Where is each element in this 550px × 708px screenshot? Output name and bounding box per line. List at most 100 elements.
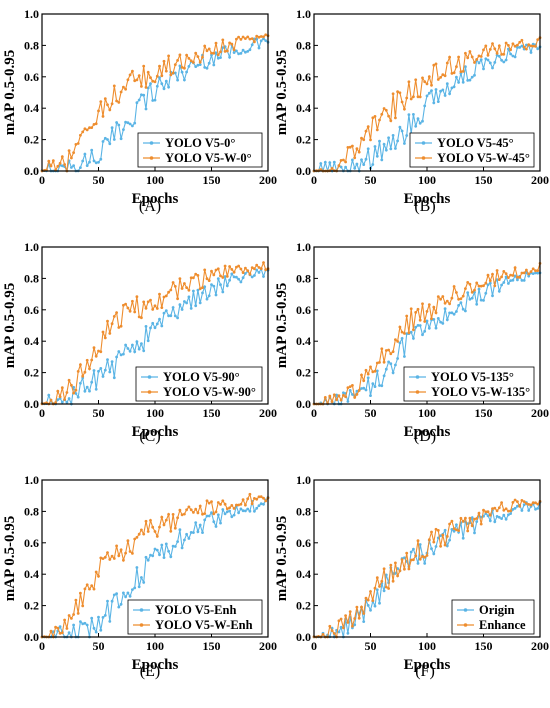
data-point <box>455 65 458 69</box>
data-point <box>414 325 418 329</box>
data-point <box>425 554 429 557</box>
data-point <box>373 369 377 373</box>
x-tick-label: 50 <box>93 406 105 420</box>
data-point <box>257 495 261 499</box>
data-point <box>162 311 166 315</box>
data-point <box>214 51 218 55</box>
data-point <box>394 147 397 150</box>
data-point <box>486 58 490 62</box>
data-point <box>241 48 245 52</box>
data-point <box>60 400 64 404</box>
data-point <box>92 346 96 350</box>
data-point <box>58 395 62 398</box>
data-point <box>72 613 75 616</box>
data-point <box>504 507 508 511</box>
data-point <box>72 151 75 155</box>
data-point <box>131 588 134 591</box>
data-point <box>74 388 78 392</box>
data-point <box>421 119 424 123</box>
data-point <box>228 278 232 282</box>
y-tick-label: 0.2 <box>24 133 39 147</box>
data-point <box>259 35 263 38</box>
data-point <box>196 530 200 534</box>
data-point <box>85 623 89 627</box>
data-point <box>511 278 515 282</box>
data-point <box>183 282 186 285</box>
data-point <box>131 124 134 128</box>
data-point <box>491 272 494 276</box>
data-point <box>94 122 98 126</box>
data-point <box>396 90 399 94</box>
data-point <box>241 271 245 274</box>
data-point <box>164 69 168 73</box>
data-point <box>423 80 427 84</box>
data-point <box>321 633 325 636</box>
y-tick-label: 0.8 <box>24 38 39 52</box>
data-point <box>380 384 384 388</box>
data-point <box>246 35 250 39</box>
data-point <box>115 544 118 548</box>
data-point <box>425 94 429 98</box>
data-point <box>373 145 377 148</box>
data-point <box>430 83 433 87</box>
data-point <box>72 391 75 395</box>
data-point <box>434 311 438 315</box>
panel-f: 0 50 100 150 200 0.0 0.2 0.4 0.6 0.8 1.0 Epochs mAP … <box>274 473 549 680</box>
data-point <box>176 78 180 82</box>
data-point <box>72 385 75 389</box>
data-point <box>219 283 222 287</box>
data-point <box>495 278 499 282</box>
data-point <box>155 548 159 552</box>
y-tick-label: 0.0 <box>296 397 311 411</box>
data-point <box>450 296 454 300</box>
data-point <box>164 542 168 546</box>
data-point <box>171 71 175 75</box>
data-point <box>250 43 254 47</box>
data-point <box>101 616 105 619</box>
data-point <box>67 631 71 635</box>
data-point <box>366 147 370 151</box>
data-point <box>259 495 263 499</box>
data-point <box>219 503 222 506</box>
data-point <box>473 517 476 521</box>
data-point <box>151 308 155 311</box>
data-point <box>412 337 415 340</box>
data-point <box>452 529 456 533</box>
data-point <box>248 272 252 276</box>
data-point <box>445 299 449 303</box>
data-point <box>239 507 243 511</box>
data-point <box>142 300 146 304</box>
data-point <box>375 588 379 592</box>
data-point <box>196 288 200 292</box>
data-point <box>117 605 121 609</box>
data-point <box>416 307 420 311</box>
data-point <box>223 50 227 53</box>
data-point <box>346 631 350 635</box>
data-point <box>452 71 456 75</box>
x-tick-label: 150 <box>475 406 493 420</box>
data-point <box>387 114 390 118</box>
data-point <box>162 87 166 91</box>
data-point <box>153 547 157 551</box>
data-point <box>183 78 186 82</box>
data-point <box>427 538 431 542</box>
data-point <box>531 44 535 48</box>
data-point <box>144 86 148 89</box>
data-point <box>403 142 406 145</box>
data-point <box>382 142 386 146</box>
data-point <box>439 76 442 79</box>
y-tick-label: 0.4 <box>24 567 39 581</box>
panel-label: (C) <box>139 428 160 445</box>
data-point <box>133 310 137 314</box>
data-point <box>500 275 503 279</box>
data-point <box>507 276 510 279</box>
y-tick-label: 0.8 <box>296 504 311 518</box>
data-point <box>149 76 152 80</box>
data-point <box>192 61 195 64</box>
data-point <box>259 267 263 270</box>
data-point <box>445 61 449 65</box>
data-point <box>119 137 123 141</box>
data-point <box>112 138 116 141</box>
data-point <box>502 508 506 512</box>
data-point <box>237 503 241 507</box>
